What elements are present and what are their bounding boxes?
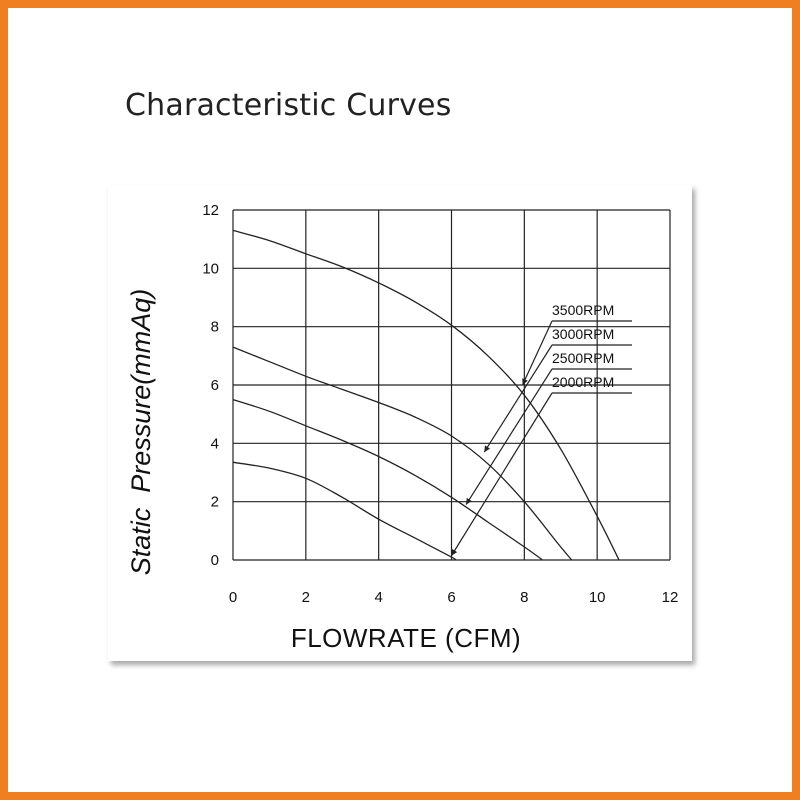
y-tick-label: 6	[211, 377, 219, 394]
legend-leader-line	[521, 320, 553, 386]
legend-label-3500rpm: 3500RPM	[552, 302, 614, 318]
series-line-2000rpm	[232, 461, 457, 561]
chart-legend: 3500RPM 3000RPM 2500RPM 2000RPM	[450, 302, 632, 556]
chart-card	[108, 185, 692, 661]
x-tick-label: 6	[447, 589, 455, 606]
legend-label-3000rpm: 3000RPM	[552, 326, 614, 342]
x-tick-label: 2	[302, 589, 310, 606]
x-tick-label: 8	[520, 589, 528, 606]
y-tick-label: 12	[202, 202, 219, 219]
series-line-2500rpm	[232, 398, 543, 561]
chart-ticks: 0 2 4 6 8 10 12 0 2 4 6 8 10 12	[202, 202, 678, 606]
legend-arrowhead	[466, 497, 472, 505]
chart-grid	[232, 209, 671, 561]
y-axis-title: Static Pressure(mmAq)	[126, 289, 156, 576]
x-axis-title: FLOWRATE (CFM)	[291, 623, 521, 653]
y-tick-label: 0	[211, 552, 219, 569]
chart-series	[232, 229, 620, 561]
legend-label-2500rpm: 2500RPM	[552, 350, 614, 366]
series-line-3500rpm	[232, 229, 620, 561]
legend-arrowhead	[522, 378, 528, 385]
legend-label-2000rpm: 2000RPM	[552, 374, 614, 390]
x-tick-label: 0	[229, 589, 237, 606]
series-line-3000rpm	[232, 346, 573, 561]
y-tick-label: 10	[202, 260, 219, 277]
legend-arrowhead	[484, 445, 491, 453]
y-tick-label: 4	[211, 435, 219, 452]
y-tick-label: 8	[211, 319, 219, 336]
legend-leader-line	[450, 392, 553, 556]
legend-arrowhead	[451, 548, 458, 556]
legend-leader-line	[483, 344, 553, 453]
x-tick-label: 10	[589, 589, 606, 606]
legend-leader-line	[465, 368, 553, 505]
page-title: Characteristic Curves	[125, 88, 452, 123]
y-tick-label: 2	[211, 494, 219, 511]
x-tick-label: 4	[374, 589, 382, 606]
x-tick-label: 12	[662, 589, 679, 606]
